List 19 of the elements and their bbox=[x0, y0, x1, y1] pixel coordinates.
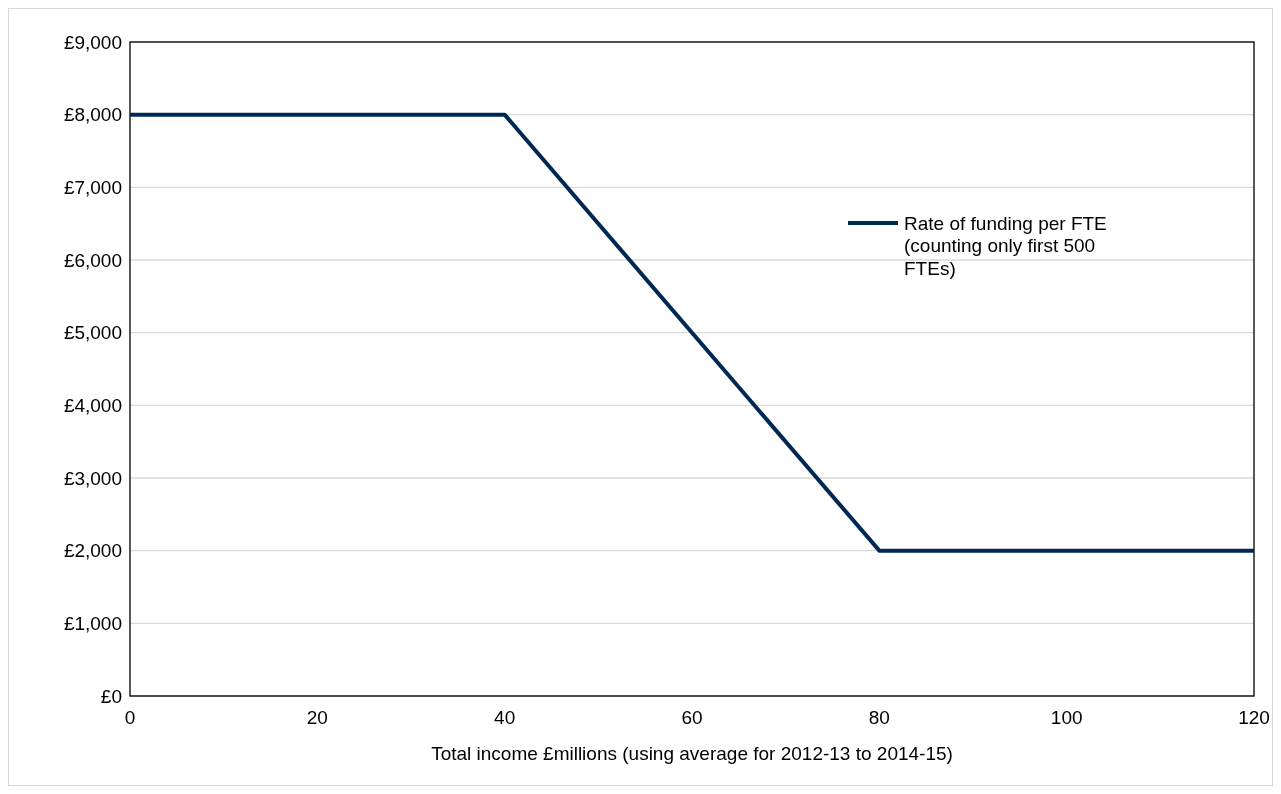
y-tick-label: £8,000 bbox=[63, 104, 122, 126]
y-tick-label: £0 bbox=[100, 685, 122, 707]
x-tick-label: 100 bbox=[1050, 707, 1083, 728]
x-tick-label: 0 bbox=[124, 707, 136, 728]
y-tick-label: £9,000 bbox=[63, 31, 122, 53]
x-tick-label: 20 bbox=[306, 707, 328, 728]
y-tick-label: £4,000 bbox=[63, 394, 122, 416]
y-tick-label: £3,000 bbox=[63, 467, 122, 489]
x-tick-label: 60 bbox=[681, 707, 703, 728]
x-axis-title: Total income £millions (using average for 2012-13 to 2014-15) bbox=[431, 743, 953, 764]
y-tick-label: £6,000 bbox=[63, 249, 122, 271]
y-tick-label: £1,000 bbox=[63, 612, 122, 634]
y-tick-label: £2,000 bbox=[63, 540, 122, 562]
y-tick-label: £5,000 bbox=[63, 322, 122, 344]
legend-label: Rate of funding per FTE (counting only first 500 FTEs) bbox=[904, 212, 1107, 280]
y-tick-label: £7,000 bbox=[63, 176, 122, 198]
x-tick-label: 40 bbox=[494, 707, 516, 728]
x-tick-label: 120 bbox=[1238, 707, 1270, 728]
x-tick-label: 80 bbox=[868, 707, 890, 728]
